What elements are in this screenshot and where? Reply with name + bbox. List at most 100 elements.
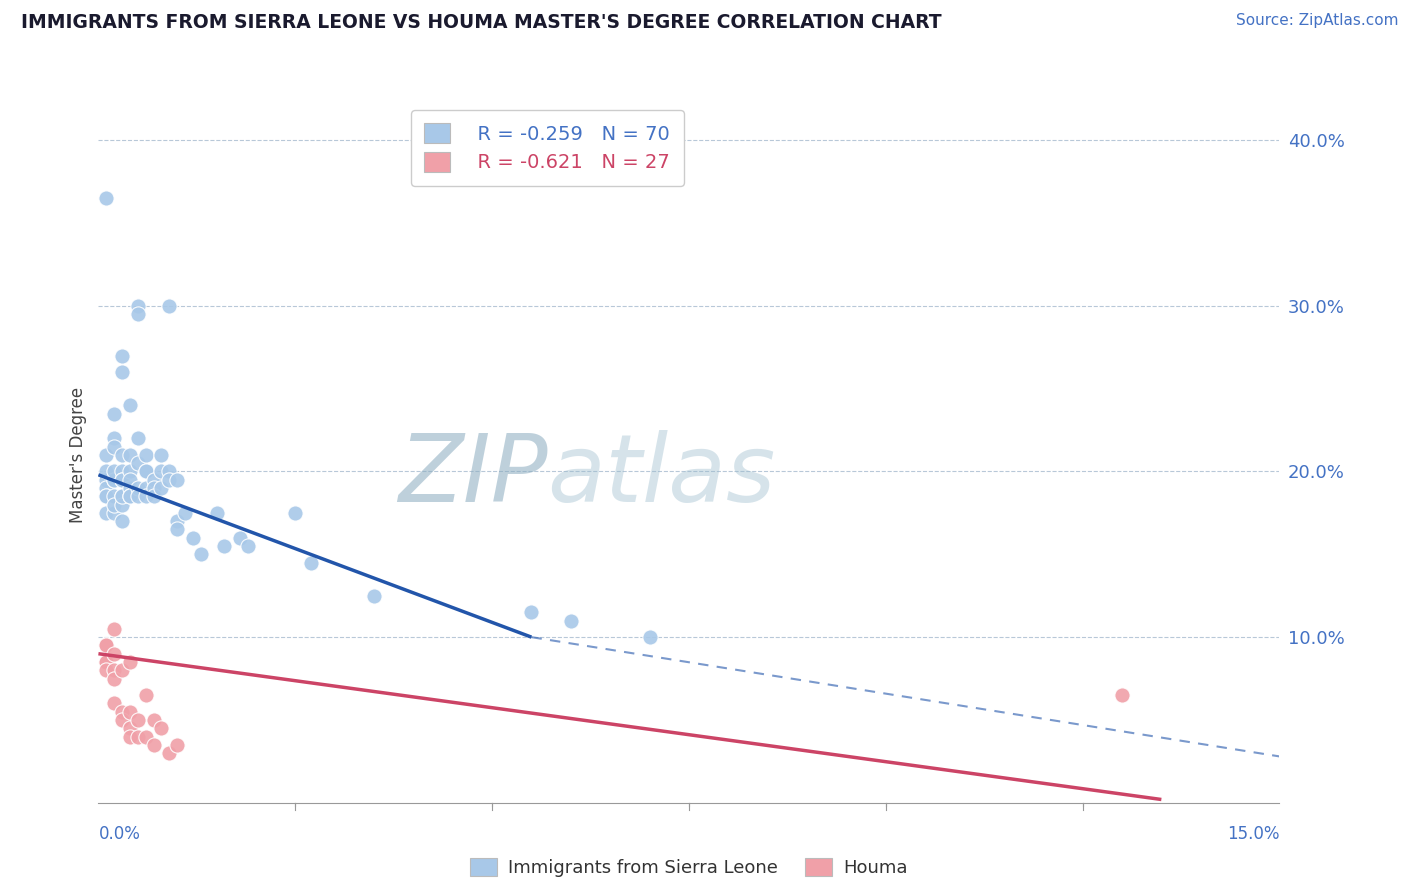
Point	[127, 489, 149, 503]
Point	[111, 489, 134, 503]
Point	[135, 489, 157, 503]
Point	[127, 713, 149, 727]
Point	[103, 431, 125, 445]
Point	[150, 465, 173, 479]
Point	[363, 589, 385, 603]
Point	[157, 299, 180, 313]
Text: atlas: atlas	[547, 430, 776, 521]
Point	[103, 473, 125, 487]
Point	[111, 663, 134, 677]
Text: ZIP: ZIP	[398, 430, 547, 521]
Point	[96, 506, 118, 520]
Point	[1111, 688, 1133, 702]
Point	[118, 473, 141, 487]
Point	[96, 489, 118, 503]
Point	[103, 663, 125, 677]
Point	[103, 407, 125, 421]
Point	[111, 365, 134, 379]
Point	[118, 448, 141, 462]
Point	[103, 697, 125, 711]
Point	[96, 639, 118, 653]
Point	[96, 448, 118, 462]
Point	[118, 465, 141, 479]
Point	[142, 473, 165, 487]
Point	[166, 738, 188, 752]
Point	[135, 481, 157, 495]
Point	[190, 547, 212, 561]
Point	[103, 473, 125, 487]
Point	[96, 655, 118, 669]
Point	[103, 465, 125, 479]
Point	[103, 622, 125, 636]
Point	[118, 730, 141, 744]
Point	[638, 630, 661, 644]
Point	[135, 465, 157, 479]
Text: IMMIGRANTS FROM SIERRA LEONE VS HOUMA MASTER'S DEGREE CORRELATION CHART: IMMIGRANTS FROM SIERRA LEONE VS HOUMA MA…	[21, 13, 942, 32]
Point	[111, 705, 134, 719]
Point	[127, 307, 149, 321]
Point	[135, 730, 157, 744]
Text: 15.0%: 15.0%	[1227, 825, 1279, 843]
Point	[150, 721, 173, 735]
Point	[205, 506, 228, 520]
Point	[284, 506, 307, 520]
Point	[96, 663, 118, 677]
Point	[118, 489, 141, 503]
Point	[150, 448, 173, 462]
Point	[127, 431, 149, 445]
Point	[236, 539, 259, 553]
Point	[127, 299, 149, 313]
Point	[111, 349, 134, 363]
Point	[166, 523, 188, 537]
Point	[96, 639, 118, 653]
Point	[96, 465, 118, 479]
Point	[118, 398, 141, 412]
Point	[142, 713, 165, 727]
Point	[111, 473, 134, 487]
Point	[229, 531, 252, 545]
Point	[150, 481, 173, 495]
Point	[157, 746, 180, 760]
Point	[135, 688, 157, 702]
Point	[127, 481, 149, 495]
Point	[111, 713, 134, 727]
Point	[96, 489, 118, 503]
Text: 0.0%: 0.0%	[98, 825, 141, 843]
Point	[118, 705, 141, 719]
Point	[111, 448, 134, 462]
Point	[118, 721, 141, 735]
Point	[111, 473, 134, 487]
Point	[135, 465, 157, 479]
Point	[142, 738, 165, 752]
Point	[157, 465, 180, 479]
Point	[214, 539, 236, 553]
Point	[560, 614, 582, 628]
Point	[103, 672, 125, 686]
Point	[103, 440, 125, 454]
Point	[142, 481, 165, 495]
Point	[103, 498, 125, 512]
Text: Source: ZipAtlas.com: Source: ZipAtlas.com	[1236, 13, 1399, 29]
Point	[181, 531, 204, 545]
Point	[96, 481, 118, 495]
Y-axis label: Master's Degree: Master's Degree	[69, 387, 87, 523]
Point	[111, 465, 134, 479]
Point	[127, 730, 149, 744]
Point	[96, 191, 118, 205]
Point	[103, 506, 125, 520]
Point	[111, 498, 134, 512]
Point	[174, 506, 197, 520]
Point	[157, 473, 180, 487]
Point	[111, 489, 134, 503]
Point	[520, 605, 543, 619]
Point	[96, 473, 118, 487]
Point	[103, 489, 125, 503]
Point	[118, 655, 141, 669]
Point	[135, 448, 157, 462]
Point	[118, 481, 141, 495]
Point	[299, 556, 322, 570]
Point	[142, 489, 165, 503]
Point	[103, 647, 125, 661]
Point	[118, 489, 141, 503]
Point	[96, 655, 118, 669]
